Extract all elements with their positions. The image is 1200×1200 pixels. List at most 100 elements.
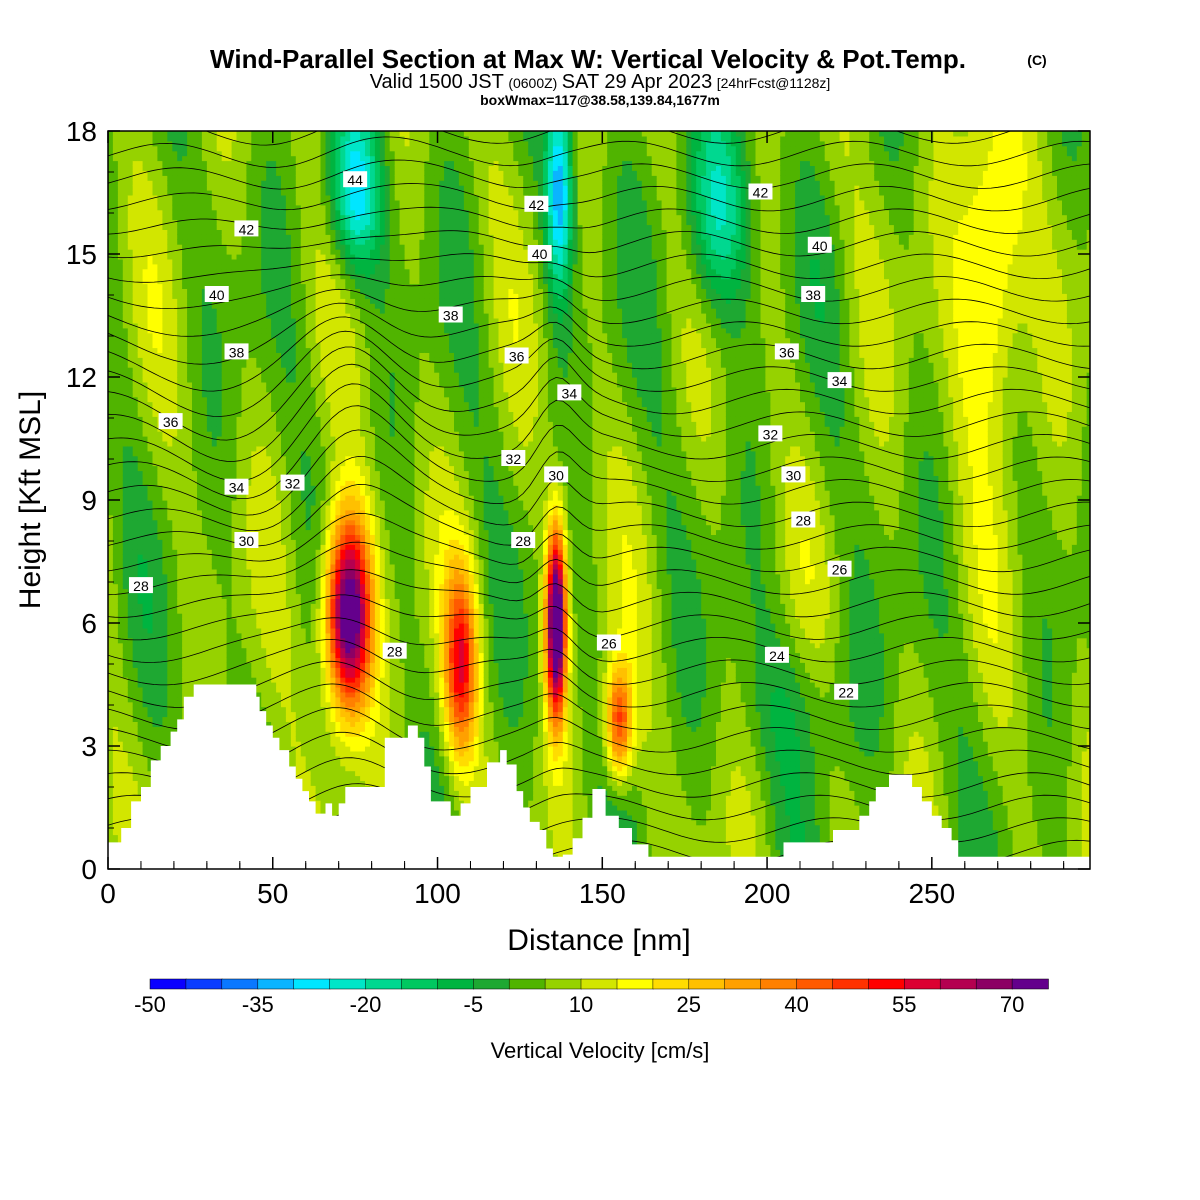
velocity-cell bbox=[167, 500, 173, 506]
velocity-cell bbox=[177, 618, 183, 624]
velocity-cell bbox=[132, 214, 139, 221]
velocity-cell bbox=[122, 377, 129, 383]
velocity-cell bbox=[197, 662, 203, 668]
velocity-cell bbox=[167, 204, 173, 211]
velocity-cell bbox=[231, 386, 238, 393]
velocity-cell bbox=[246, 268, 252, 275]
velocity-cell bbox=[231, 288, 238, 294]
velocity-cell bbox=[241, 657, 247, 663]
velocity-cell bbox=[221, 627, 228, 634]
velocity-cell bbox=[132, 391, 139, 398]
velocity-cell bbox=[112, 780, 119, 786]
velocity-cell bbox=[236, 603, 242, 609]
velocity-cell bbox=[197, 475, 203, 481]
velocity-cell bbox=[152, 401, 158, 408]
velocity-cell bbox=[147, 509, 153, 516]
velocity-cell bbox=[197, 224, 203, 230]
velocity-cell bbox=[192, 608, 198, 614]
velocity-cell bbox=[226, 657, 233, 663]
velocity-cell bbox=[167, 642, 173, 649]
velocity-cell bbox=[206, 623, 213, 629]
velocity-cell bbox=[147, 490, 153, 496]
velocity-cell bbox=[236, 455, 242, 462]
velocity-cell bbox=[108, 263, 114, 270]
velocity-cell bbox=[266, 362, 272, 368]
velocity-cell bbox=[251, 357, 257, 363]
velocity-cell bbox=[211, 618, 218, 624]
velocity-cell bbox=[197, 372, 203, 378]
velocity-cell bbox=[266, 706, 272, 713]
velocity-cell bbox=[197, 135, 203, 142]
velocity-cell bbox=[112, 810, 119, 816]
velocity-cell bbox=[157, 657, 163, 663]
velocity-cell bbox=[142, 377, 149, 383]
velocity-cell bbox=[192, 263, 198, 270]
velocity-cell bbox=[137, 214, 144, 221]
velocity-cell bbox=[251, 514, 257, 521]
velocity-cell bbox=[261, 696, 267, 703]
velocity-cell bbox=[256, 362, 262, 368]
velocity-cell bbox=[182, 682, 188, 688]
velocity-cell bbox=[152, 445, 158, 452]
velocity-cell bbox=[216, 219, 223, 226]
velocity-cell bbox=[201, 268, 208, 275]
velocity-cell bbox=[132, 327, 139, 334]
velocity-cell bbox=[142, 672, 149, 678]
velocity-cell bbox=[201, 195, 208, 201]
velocity-cell bbox=[266, 263, 272, 270]
velocity-cell bbox=[147, 332, 153, 339]
velocity-cell bbox=[132, 741, 139, 747]
velocity-cell bbox=[221, 441, 228, 447]
velocity-cell bbox=[137, 431, 144, 437]
velocity-cell bbox=[117, 716, 124, 722]
velocity-cell bbox=[108, 549, 114, 555]
velocity-cell bbox=[147, 475, 153, 481]
velocity-cell bbox=[132, 465, 139, 472]
velocity-cell bbox=[147, 559, 153, 565]
velocity-cell bbox=[152, 283, 158, 289]
velocity-cell bbox=[132, 490, 139, 496]
velocity-cell bbox=[152, 180, 158, 186]
velocity-cell bbox=[122, 810, 129, 816]
velocity-cell bbox=[117, 175, 124, 181]
velocity-cell bbox=[246, 578, 252, 585]
velocity-cell bbox=[112, 195, 119, 201]
velocity-cell bbox=[167, 377, 173, 383]
velocity-cell bbox=[251, 391, 257, 398]
chart-title: Wind-Parallel Section at Max W: Vertical… bbox=[210, 44, 966, 74]
velocity-cell bbox=[261, 441, 267, 447]
velocity-cell bbox=[192, 293, 198, 299]
velocity-cell bbox=[152, 170, 158, 176]
velocity-cell bbox=[177, 258, 183, 265]
velocity-cell bbox=[266, 342, 272, 349]
velocity-cell bbox=[167, 677, 173, 683]
velocity-cell bbox=[108, 495, 114, 501]
velocity-cell bbox=[147, 716, 153, 722]
velocity-cell bbox=[216, 352, 223, 358]
velocity-cell bbox=[231, 500, 238, 506]
velocity-cell bbox=[187, 180, 193, 186]
velocity-cell bbox=[192, 165, 198, 171]
velocity-cell bbox=[122, 706, 129, 713]
velocity-cell bbox=[142, 485, 149, 491]
velocity-cell bbox=[108, 303, 114, 309]
velocity-cell bbox=[172, 195, 178, 201]
velocity-cell bbox=[246, 613, 252, 619]
velocity-cell bbox=[221, 539, 228, 545]
velocity-cell bbox=[127, 416, 134, 422]
velocity-cell bbox=[206, 539, 213, 545]
velocity-cell bbox=[122, 618, 129, 624]
velocity-cell bbox=[206, 672, 213, 678]
velocity-cell bbox=[192, 559, 198, 565]
velocity-cell bbox=[112, 677, 119, 683]
velocity-cell bbox=[108, 568, 114, 575]
velocity-cell bbox=[216, 637, 223, 644]
velocity-cell bbox=[192, 204, 198, 211]
velocity-cell bbox=[132, 308, 139, 314]
velocity-cell bbox=[112, 190, 119, 196]
velocity-cell bbox=[206, 322, 213, 329]
velocity-cell bbox=[112, 613, 119, 619]
velocity-cell bbox=[201, 470, 208, 476]
velocity-cell bbox=[221, 475, 228, 481]
velocity-cell bbox=[177, 549, 183, 555]
